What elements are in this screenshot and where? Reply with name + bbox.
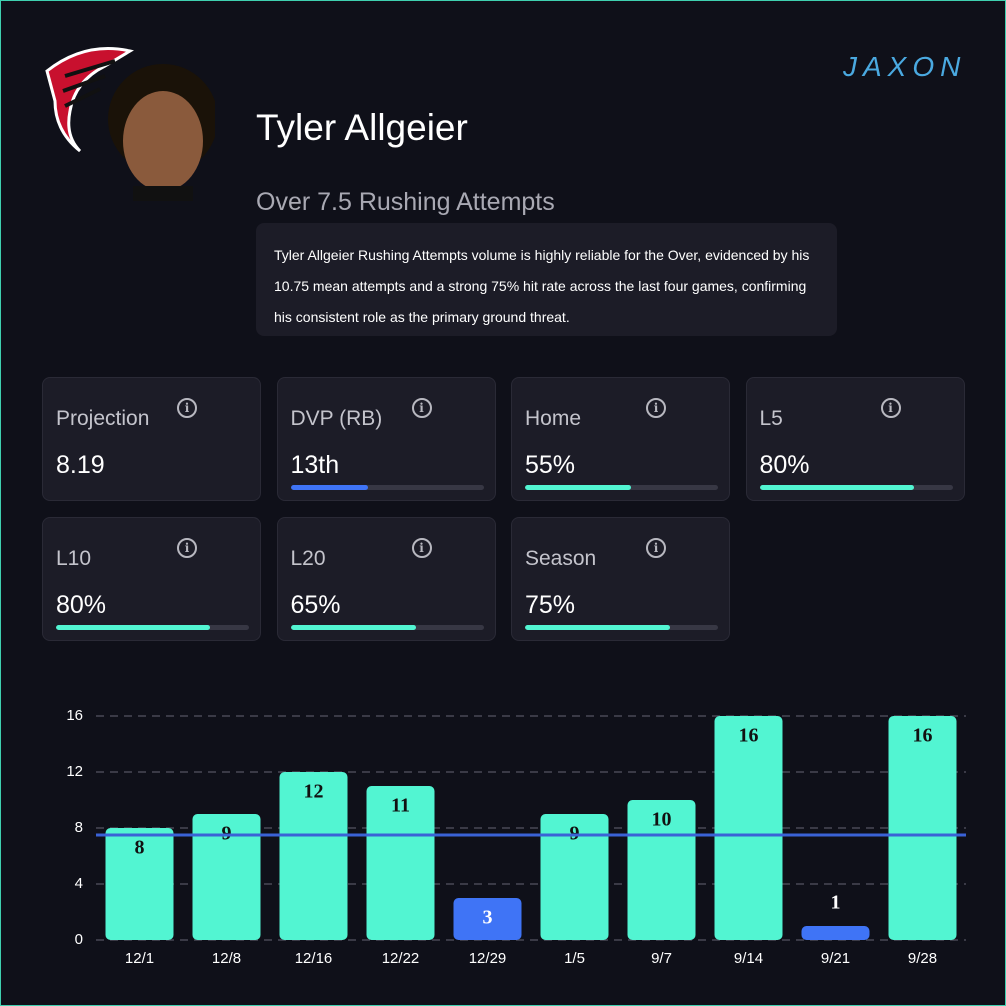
x-tick-label: 9/21	[821, 950, 850, 967]
stat-value: 80%	[759, 451, 810, 479]
stat-label: Season	[525, 547, 597, 570]
value-label: 16	[913, 725, 933, 747]
info-icon: i	[411, 538, 432, 558]
x-tick-label: 12/29	[469, 950, 507, 967]
progress-track	[290, 485, 484, 490]
player-shirt	[133, 186, 193, 201]
info-icon: i	[646, 538, 666, 558]
stat-card: L5 i 80%	[745, 377, 965, 501]
bar	[105, 828, 174, 940]
y-tick-label: 12	[66, 763, 83, 780]
y-tick-label: 8	[75, 819, 83, 836]
stat-card: Home i 55%	[511, 377, 730, 501]
bar	[888, 716, 957, 940]
progress-track	[525, 625, 718, 630]
bar	[192, 814, 261, 940]
stat-label: Home	[525, 407, 582, 430]
stat-card: Projection i 8.19	[42, 377, 261, 501]
value-label: 10	[652, 809, 672, 831]
bar	[801, 926, 870, 940]
info-icon: i	[646, 398, 666, 418]
stat-label: L10	[56, 547, 92, 570]
player-photo	[123, 91, 203, 191]
stat-label: Projection	[56, 407, 150, 430]
progress-fill	[525, 485, 632, 490]
x-tick-label: 12/1	[125, 950, 154, 967]
y-tick-label: 0	[75, 931, 83, 948]
progress-fill	[525, 625, 670, 630]
x-tick-label: 12/16	[295, 950, 333, 967]
x-tick-label: 9/28	[908, 950, 937, 967]
progress-track	[525, 485, 718, 490]
stat-value: 55%	[525, 451, 576, 479]
stat-card: L20 i 65%	[276, 517, 496, 641]
y-tick-label: 4	[75, 875, 83, 892]
brand-logo: JAXON	[843, 51, 967, 82]
progress-fill	[759, 485, 914, 490]
stat-card: L10 i 80%	[42, 517, 261, 641]
progress-track	[56, 625, 249, 630]
value-label: 11	[391, 795, 410, 817]
progress-fill	[290, 625, 416, 630]
info-icon: i	[880, 398, 901, 418]
y-tick-label: 16	[66, 707, 83, 724]
x-tick-label: 12/22	[382, 950, 420, 967]
info-icon: i	[177, 538, 197, 558]
bar	[714, 716, 783, 940]
stat-label: L5	[759, 407, 783, 430]
chart: 048121612/1812/8912/161212/221112/2931/5…	[66, 707, 966, 967]
summary: Tyler Allgeier Rushing Attempts volume i…	[256, 223, 837, 336]
stat-label: L20	[290, 547, 326, 570]
stat-card: Season i 75%	[511, 517, 730, 641]
value-label: 3	[483, 907, 493, 929]
bar	[366, 786, 435, 940]
info-icon: i	[177, 398, 197, 418]
stat-value: 65%	[290, 591, 341, 619]
bar	[540, 814, 609, 940]
stat-label: DVP (RB)	[290, 407, 383, 430]
info-icon: i	[411, 398, 432, 418]
bar	[453, 898, 522, 940]
value-label: 1	[831, 892, 841, 914]
x-tick-label: 12/8	[212, 950, 241, 967]
stat-value: 75%	[525, 591, 576, 619]
progress-fill	[56, 625, 211, 630]
prop-title: Over 7.5 Rushing Attempts	[256, 188, 555, 216]
stat-value: 80%	[56, 591, 107, 619]
value-label: 12	[304, 781, 324, 803]
progress-track	[759, 485, 953, 490]
stat-value: 13th	[290, 451, 340, 479]
x-tick-label: 9/14	[734, 950, 763, 967]
stat-value: 8.19	[56, 451, 105, 479]
x-tick-label: 1/5	[564, 950, 585, 967]
value-label: 8	[135, 837, 145, 859]
progress-track	[290, 625, 484, 630]
player-name: Tyler Allgeier	[256, 107, 468, 148]
x-tick-label: 9/7	[651, 950, 672, 967]
value-label: 16	[739, 725, 759, 747]
bar	[279, 772, 348, 940]
team-logo-detail	[62, 59, 116, 108]
progress-fill	[290, 485, 368, 490]
stat-card: DVP (RB) i 13th	[276, 377, 496, 501]
header-images	[45, 47, 215, 201]
